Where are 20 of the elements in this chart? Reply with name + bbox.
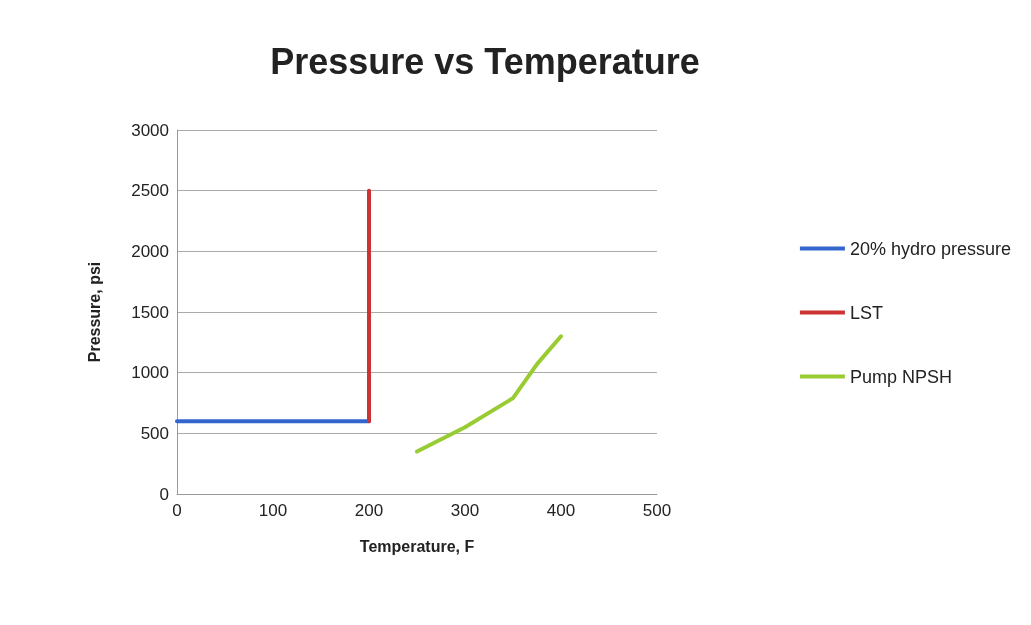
x-tick-label: 400 — [546, 501, 576, 520]
legend-label: 20% hydro pressure — [849, 238, 1012, 259]
x-tick-label: 300 — [450, 501, 480, 520]
legend-label: Pump NPSH — [849, 366, 952, 387]
x-tick-label: 100 — [258, 501, 288, 520]
y-tick-label: 3000 — [131, 120, 169, 140]
line-series — [415, 334, 563, 454]
chart-title: Pressure vs Temperature — [270, 40, 700, 82]
legend-label: LST — [849, 302, 883, 323]
y-tick-label: 500 — [140, 423, 169, 443]
x-tick-label: 0 — [172, 501, 182, 520]
y-axis-title: Pressure, psi — [85, 261, 103, 363]
y-tick-label: 1500 — [131, 302, 169, 322]
y-tick-label: 2000 — [131, 241, 169, 261]
y-tick-label: 1000 — [131, 363, 169, 383]
x-tick-label: 500 — [642, 501, 672, 520]
x-tick-label: 200 — [354, 501, 384, 520]
y-tick-label: 2500 — [131, 181, 169, 201]
y-tick-label: 0 — [159, 484, 169, 504]
x-axis-title: Temperature, F — [359, 537, 475, 555]
